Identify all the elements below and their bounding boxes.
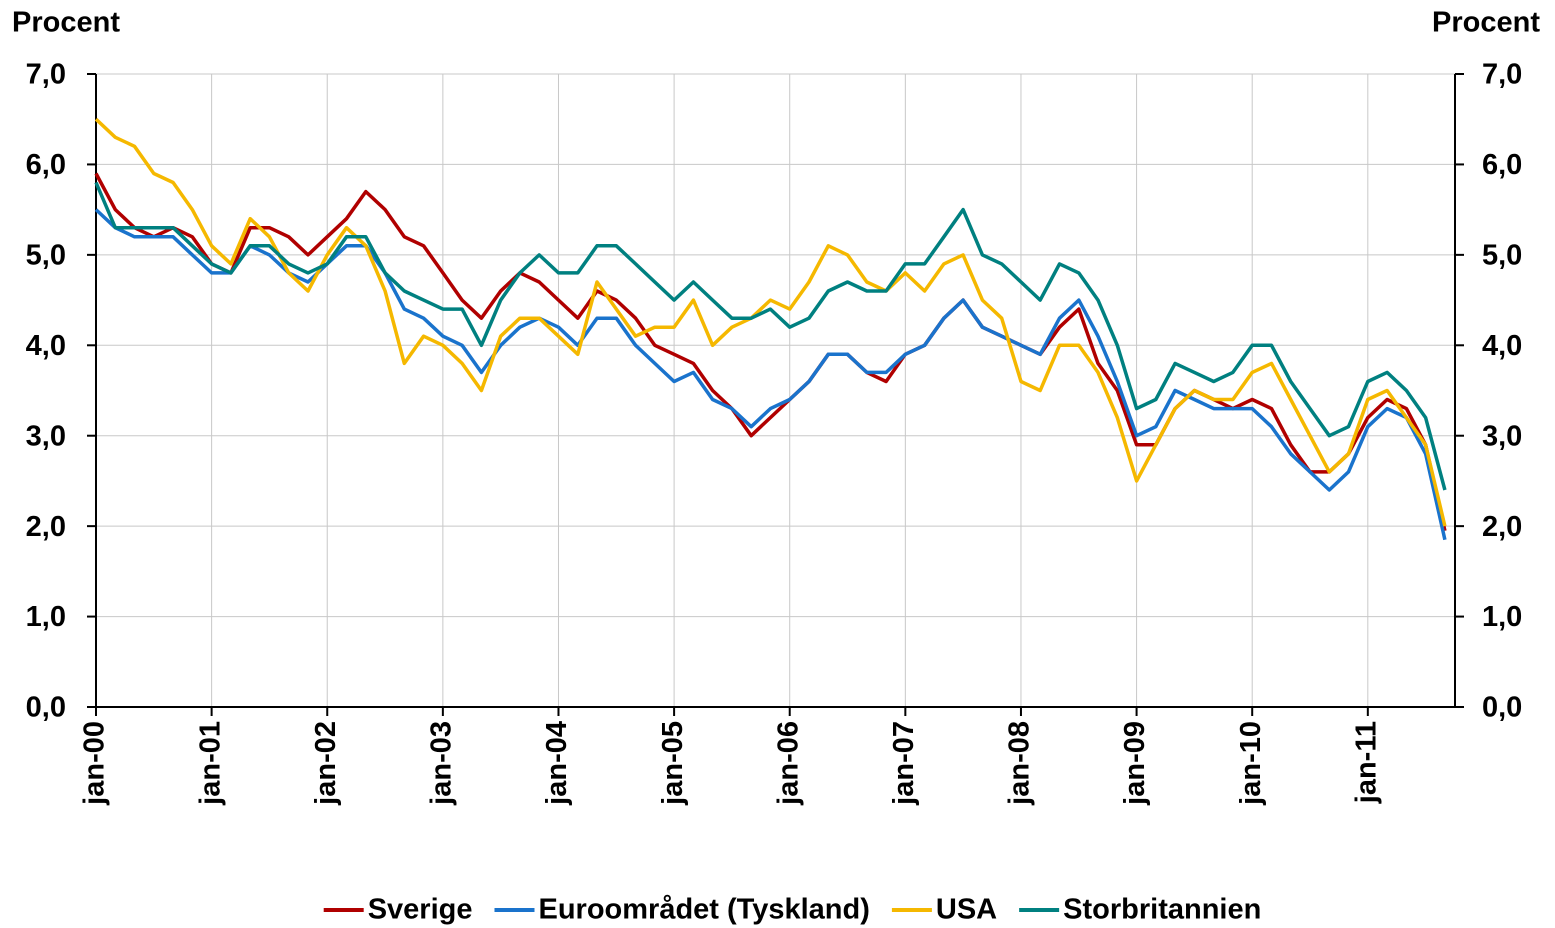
x-tick-label: jan-01 — [194, 721, 226, 806]
x-tick-label: jan-09 — [1119, 721, 1151, 806]
x-tick-label: jan-07 — [888, 721, 920, 806]
y-tick-label: 7,0 — [26, 59, 66, 91]
y-tick-label: 4,0 — [26, 330, 66, 362]
y-axis-label: Procent — [12, 7, 120, 39]
y2-tick-label: 1,0 — [1482, 601, 1522, 633]
y2-tick-label: 0,0 — [1482, 692, 1522, 724]
y-tick-label: 2,0 — [26, 511, 66, 543]
x-tick-label: jan-10 — [1235, 721, 1267, 806]
line-series — [94, 172, 1447, 532]
legend-label: Storbritannien — [1063, 894, 1261, 926]
line-series — [94, 117, 1447, 527]
x-tick-label: jan-04 — [541, 721, 573, 806]
y2-tick-label: 3,0 — [1482, 420, 1522, 452]
x-tick-label: jan-08 — [1004, 721, 1036, 806]
x-tick-label: jan-05 — [657, 721, 689, 806]
x-tick-label: jan-00 — [79, 721, 111, 806]
x-tick-label: jan-11 — [1350, 721, 1382, 804]
x-tick-label: jan-03 — [426, 721, 458, 806]
y2-tick-label: 5,0 — [1482, 240, 1522, 272]
y-tick-label: 1,0 — [26, 601, 66, 633]
legend-label: Sverige — [368, 894, 473, 926]
y2-tick-label: 2,0 — [1482, 511, 1522, 543]
legend: Sverige Euroområdet (Tyskland) USA Storbrit… — [323, 894, 1261, 926]
legend-label: USA — [936, 894, 997, 926]
line-series — [94, 181, 1447, 491]
y2-axis-label: Procent — [1432, 7, 1540, 39]
y2-tick-label: 6,0 — [1482, 149, 1522, 181]
y2-tick-label: 7,0 — [1482, 59, 1522, 91]
line-series — [94, 208, 1447, 541]
y-tick-label: 5,0 — [26, 240, 66, 272]
y2-tick-label: 4,0 — [1482, 330, 1522, 362]
legend-label: Euroområdet (Tyskland) — [538, 894, 869, 926]
y-tick-label: 0,0 — [26, 692, 66, 724]
y-tick-label: 6,0 — [26, 149, 66, 181]
x-tick-label: jan-06 — [772, 721, 804, 806]
x-tick-label: jan-02 — [310, 721, 342, 806]
y-tick-label: 3,0 — [26, 420, 66, 452]
